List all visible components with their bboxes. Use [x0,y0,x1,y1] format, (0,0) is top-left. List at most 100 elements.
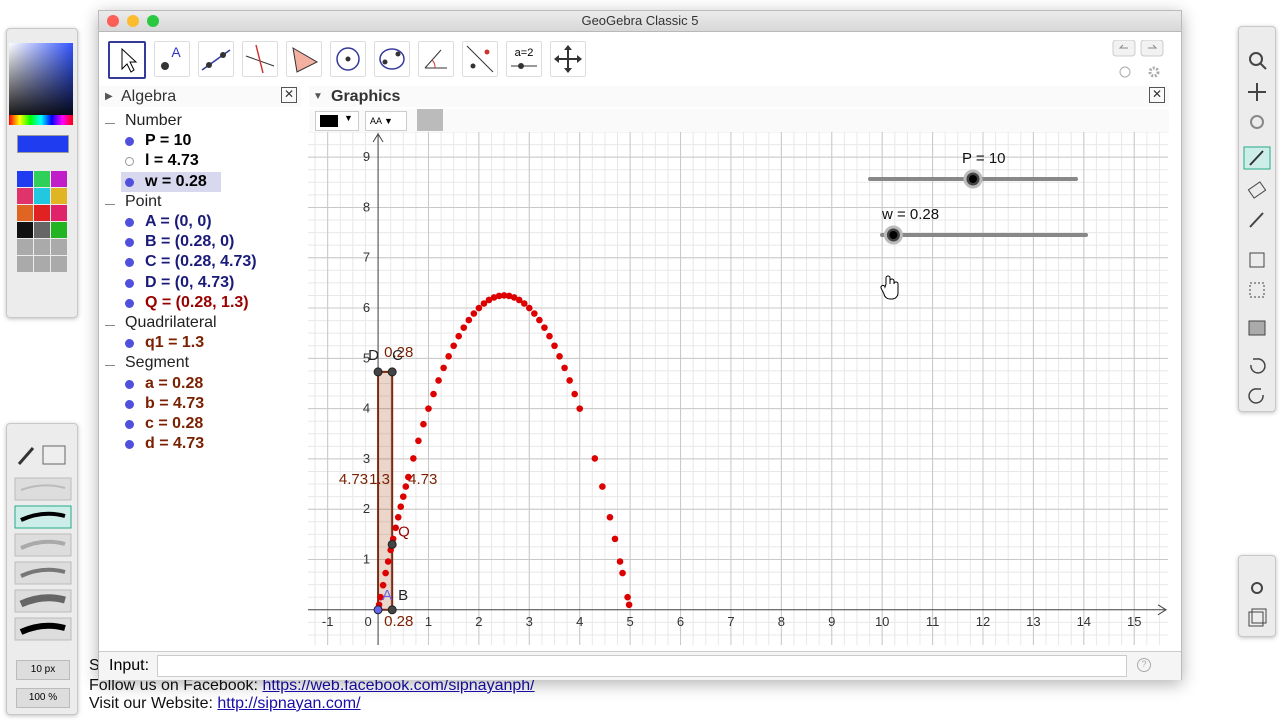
website-label: Visit our Website: [89,695,213,712]
color-button[interactable]: ▼ [315,111,359,131]
trace-point [480,300,488,307]
close-algebra[interactable]: ✕ [281,87,297,103]
graphics-title: Graphics [331,88,401,105]
x-tick-label: 6 [677,614,684,629]
pen-tools[interactable] [7,434,77,654]
line-tool[interactable] [198,41,234,77]
right-tool-icons-bottom[interactable] [1239,556,1275,636]
algebra-item: l = 4.73 [145,152,199,170]
color-picker[interactable] [9,43,73,123]
point-label: C [392,347,403,364]
input-label: Input: [109,657,150,674]
trace-point [500,292,508,299]
pen-size[interactable]: 10 px [16,660,70,680]
segment-label: 0.28 [384,344,413,361]
trace-point [566,377,573,384]
facebook-link[interactable]: https://web.facebook.com/sipnayanph/ [262,677,535,694]
point[interactable] [387,539,397,549]
swatches[interactable] [17,171,69,275]
trace-point [536,316,543,324]
trace-point [377,593,384,601]
point-tool[interactable]: A [154,41,190,77]
close-graphics[interactable]: ✕ [1149,87,1165,103]
x-tick-label: 9 [828,614,835,629]
text-style-button[interactable]: AA ▼ [365,111,407,131]
x-tick-label: 12 [976,614,990,629]
trace-point [611,535,619,543]
trace-point [392,524,400,532]
visibility-toggle[interactable] [125,157,134,167]
ellipse-tool[interactable] [374,41,410,77]
zoom-button[interactable] [147,15,159,27]
algebra-header: ▶ Algebra ✕ [99,86,301,107]
algebra-item: C = (0.28, 4.73) [145,253,257,271]
window-title: GeoGebra Classic 5 [581,13,699,28]
toolbar: A a=2 [99,32,1181,86]
group-name: Segment [125,354,190,372]
visibility-toggle[interactable] [125,177,134,187]
visibility-toggle[interactable] [125,339,134,349]
pin-button[interactable] [417,109,443,131]
move-view-tool[interactable] [550,41,586,77]
visibility-toggle[interactable] [125,258,134,268]
y-tick-label: 6 [363,300,370,315]
algebra-title: Algebra [121,88,177,105]
point[interactable] [373,605,383,615]
y-tick-label: 3 [363,451,370,466]
x-tick-label: 3 [526,614,533,629]
visibility-toggle[interactable] [125,440,134,450]
trace-point [591,455,599,462]
y-tick-label: 5 [363,350,370,365]
visibility-toggle[interactable] [125,379,134,389]
slider-tool[interactable]: a=2 [506,41,542,77]
visibility-toggle[interactable] [125,278,134,288]
hue-bar[interactable] [9,115,73,125]
input-field[interactable] [157,655,1127,677]
style-bar: ▼ AA ▼ [309,109,1169,133]
move-tool[interactable] [108,41,146,79]
point[interactable] [387,367,397,377]
visibility-toggle[interactable] [125,420,134,429]
trace-point [430,390,437,398]
trace-point [384,558,392,565]
trace-point [520,300,528,307]
algebra-item: d = 4.73 [145,435,205,453]
undo-redo[interactable] [1111,40,1171,82]
right-tool-icons[interactable] [1239,27,1275,411]
perpendicular-tool[interactable] [242,41,278,77]
visibility-toggle[interactable] [125,298,134,308]
point[interactable] [373,367,383,377]
segment-label: 1.3 [369,471,390,488]
pen-zoom[interactable]: 100 % [16,688,70,708]
visibility-toggle[interactable] [125,238,134,248]
current-color [17,135,69,153]
trace-point [505,292,513,300]
visibility-toggle[interactable] [125,399,134,409]
slider-label: w = 0.28 [881,206,939,223]
point[interactable] [387,605,397,615]
trace-point [379,581,387,589]
trace-point [460,324,468,331]
minimize-button[interactable] [127,15,139,27]
pen-panel: 10 px 100 % [6,423,78,715]
visibility-toggle[interactable] [125,218,134,227]
graphics-view[interactable]: -1 0 1 2 3 4 5 6 7 8 9 10 11 12 13 14 151234567890.284.7… [308,132,1168,645]
website-link[interactable]: http://sipnayan.com/ [217,695,361,712]
close-button[interactable] [107,15,119,27]
trace-point [410,455,417,462]
y-tick-label: 4 [363,401,370,416]
y-axis-arrow [372,133,384,143]
polygon-tool[interactable] [286,41,322,77]
point-label: B [398,587,408,604]
visibility-toggle[interactable] [125,137,134,147]
trace-point [624,593,631,601]
trace-point [455,332,463,340]
x-tick-label: 0 [364,614,371,629]
x-tick-label: 5 [627,614,634,629]
reflect-tool[interactable] [462,41,498,77]
angle-tool[interactable] [418,41,454,77]
algebra-item: Q = (0.28, 1.3) [145,293,249,311]
circle-tool[interactable] [330,41,366,77]
algebra-item: P = 10 [145,132,192,150]
help-button[interactable]: ? [1137,658,1151,672]
